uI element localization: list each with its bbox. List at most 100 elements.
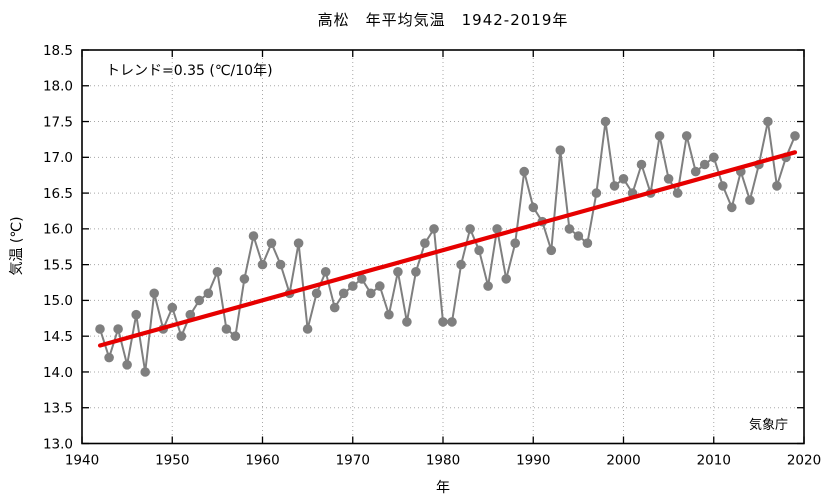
data-point xyxy=(104,352,114,363)
y-tick-label: 13.0 xyxy=(43,436,73,452)
data-point xyxy=(221,324,232,334)
y-tick-label: 15.5 xyxy=(43,257,73,273)
data-point xyxy=(492,224,502,234)
data-point xyxy=(718,181,728,191)
data-point xyxy=(600,116,611,127)
data-point xyxy=(546,245,557,256)
data-point xyxy=(185,309,196,320)
y-axis-title: 気温 (℃) xyxy=(9,216,25,276)
data-point xyxy=(465,224,475,234)
data-point xyxy=(636,159,647,170)
data-point xyxy=(275,259,286,270)
y-tick-label: 17.5 xyxy=(43,114,73,130)
data-point xyxy=(438,317,448,327)
data-point xyxy=(384,309,394,320)
data-point xyxy=(194,295,205,306)
data-point xyxy=(149,288,159,299)
data-point xyxy=(411,267,421,277)
data-point xyxy=(609,181,620,191)
data-point xyxy=(528,202,539,213)
trend-line xyxy=(97,150,798,348)
plot-border xyxy=(81,49,805,445)
data-point xyxy=(266,238,277,248)
data-point xyxy=(447,317,457,327)
x-tick-label: 1940 xyxy=(65,453,99,469)
x-tick-label: 2020 xyxy=(787,453,821,469)
data-point xyxy=(582,238,593,248)
data-point xyxy=(573,231,584,241)
y-tick-label: 15.0 xyxy=(43,293,73,309)
data-point xyxy=(203,288,214,299)
source-label: 気象庁 xyxy=(748,418,788,433)
data-point xyxy=(519,166,529,177)
trend-annotation: トレンド=0.35 (℃/10年) xyxy=(106,63,273,79)
data-point xyxy=(320,267,331,277)
data-point xyxy=(699,159,710,170)
x-tick-label: 2000 xyxy=(606,453,640,469)
data-point xyxy=(420,238,430,248)
data-point xyxy=(176,331,187,342)
y-tick-label: 14.0 xyxy=(43,365,73,381)
y-tick-label: 14.5 xyxy=(43,329,73,345)
data-point xyxy=(122,360,132,370)
data-point xyxy=(501,274,512,284)
data-point xyxy=(429,224,439,234)
data-point xyxy=(654,131,665,141)
data-point xyxy=(591,188,602,198)
x-tick-label: 1960 xyxy=(245,453,279,469)
data-point xyxy=(212,267,223,277)
data-point xyxy=(329,302,340,313)
data-point xyxy=(681,131,692,141)
data-point xyxy=(672,188,683,198)
data-point xyxy=(510,238,520,248)
data-point xyxy=(113,324,123,334)
data-point xyxy=(618,174,629,184)
data-point xyxy=(709,152,719,163)
data-point xyxy=(248,231,259,241)
data-point xyxy=(131,309,141,320)
x-tick-label: 2010 xyxy=(697,453,731,469)
data-point xyxy=(375,281,385,291)
data-point xyxy=(393,267,403,277)
data-point xyxy=(564,224,575,234)
data-point xyxy=(140,367,150,377)
data-point xyxy=(167,302,178,313)
data-point xyxy=(402,317,412,327)
data-point xyxy=(790,131,800,141)
data-point xyxy=(230,331,241,342)
data-point xyxy=(311,288,322,299)
data-point xyxy=(95,324,105,334)
y-tick-label: 16.0 xyxy=(43,222,73,238)
data-point xyxy=(239,274,250,284)
data-point xyxy=(690,166,701,177)
x-axis-title: 年 xyxy=(436,480,450,496)
data-point xyxy=(338,288,349,299)
data-point xyxy=(302,324,313,334)
y-tick-label: 17.0 xyxy=(43,150,73,166)
chart-title: 高松 年平均気温 1942-2019年 xyxy=(317,11,569,29)
data-point xyxy=(348,281,358,291)
data-point xyxy=(357,274,367,284)
y-tick-label: 18.0 xyxy=(43,79,73,95)
data-point xyxy=(293,238,304,248)
data-point xyxy=(474,245,484,256)
data-point xyxy=(763,116,773,127)
data-point xyxy=(366,288,376,299)
y-tick-label: 18.5 xyxy=(43,43,73,59)
data-point xyxy=(727,202,737,213)
data-point xyxy=(745,195,755,205)
y-tick-label: 16.5 xyxy=(43,186,73,202)
data-point xyxy=(483,281,493,291)
data-point xyxy=(663,174,674,184)
x-tick-label: 1970 xyxy=(336,453,370,469)
y-tick-label: 13.5 xyxy=(43,401,73,417)
data-point xyxy=(456,259,466,270)
x-tick-label: 1980 xyxy=(426,453,460,469)
x-tick-label: 1990 xyxy=(516,453,550,469)
data-point xyxy=(257,259,268,270)
data-point xyxy=(555,145,566,155)
data-point xyxy=(772,181,782,191)
x-tick-label: 1950 xyxy=(155,453,189,469)
